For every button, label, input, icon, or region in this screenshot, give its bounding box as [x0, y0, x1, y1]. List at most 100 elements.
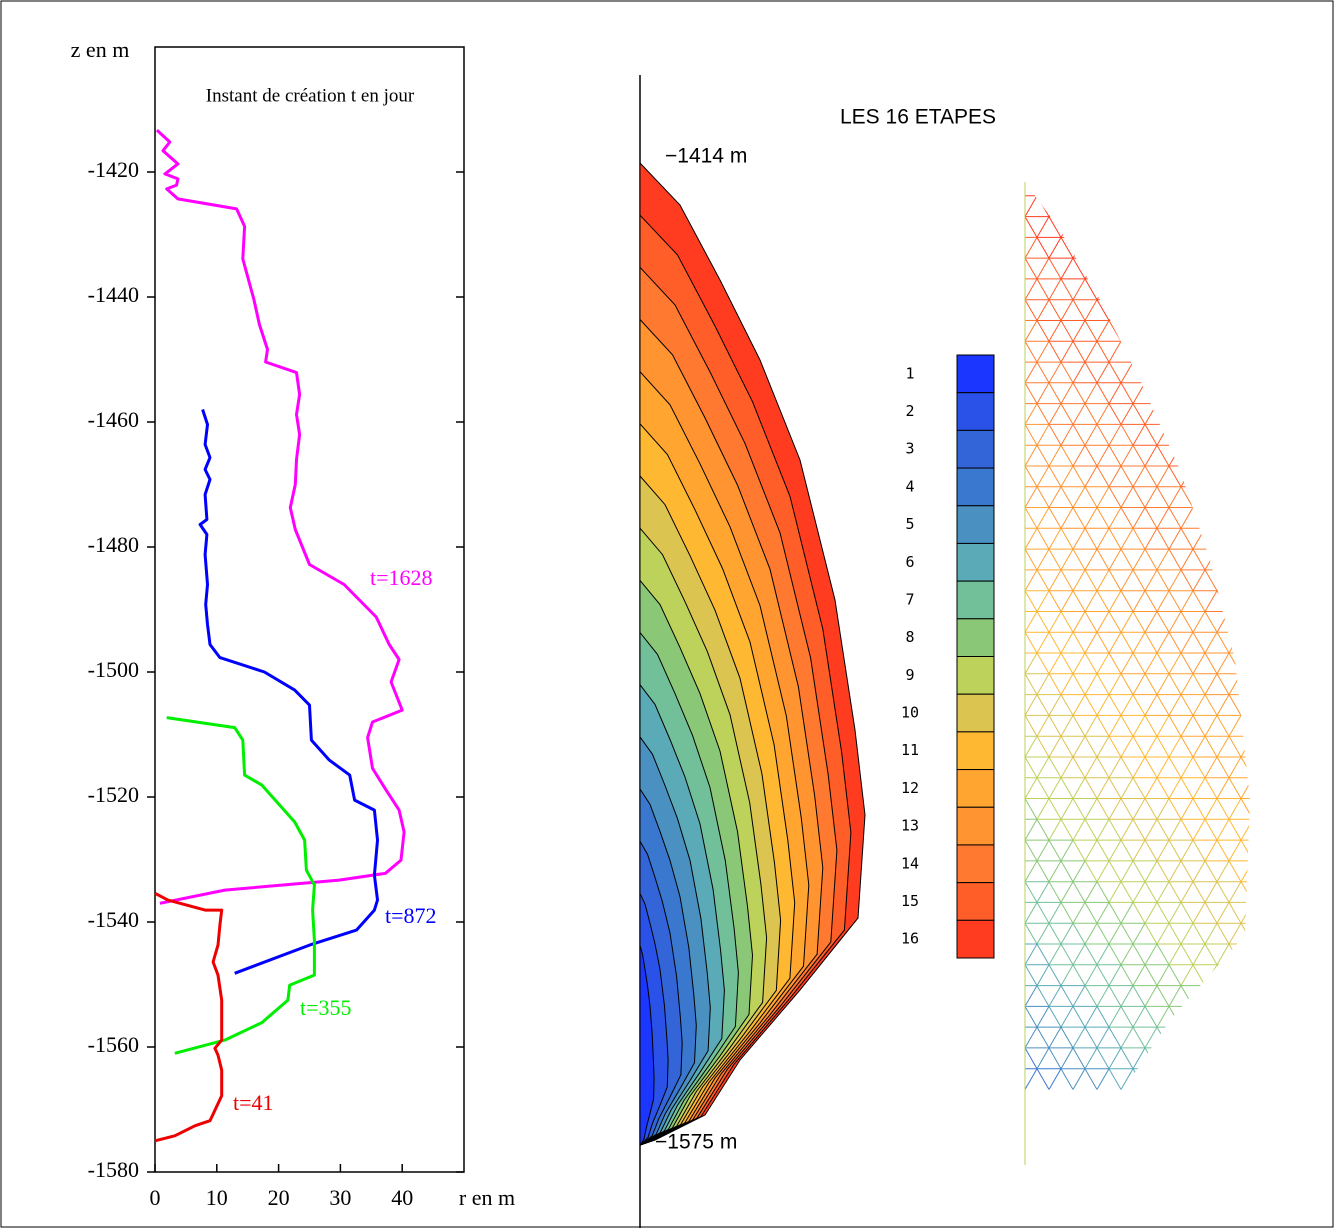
mesh-edge: [1108, 611, 1122, 633]
y-axis-label: z en m: [71, 37, 130, 62]
mesh-edge: [1168, 673, 1182, 695]
mesh-edge: [1036, 631, 1050, 654]
mesh-edge: [1132, 943, 1146, 966]
mesh-edge: [1108, 881, 1122, 903]
mesh-edge: [1060, 715, 1074, 737]
mesh-edge: [1120, 382, 1134, 404]
mesh-edge: [1096, 964, 1110, 986]
mesh-edge: [1072, 548, 1086, 571]
mesh-edge: [1156, 798, 1170, 820]
mesh-edge: [1120, 860, 1134, 882]
mesh-edge: [1156, 507, 1170, 529]
mesh-edge: [1084, 528, 1098, 550]
mesh-edge: [1108, 486, 1122, 508]
mesh-edge: [1204, 881, 1218, 903]
mesh-edge: [1025, 652, 1038, 675]
plot-box: [154, 46, 465, 1173]
mesh-edge: [1060, 403, 1074, 425]
mesh-edge: [1048, 922, 1062, 945]
mesh-edge: [1096, 839, 1110, 862]
legend-label: 4: [905, 477, 914, 495]
mesh-edge: [1036, 902, 1050, 924]
mesh-edge: [1132, 756, 1146, 778]
mesh-edge: [1180, 798, 1194, 820]
mesh-edge: [1072, 922, 1086, 945]
mesh-edge: [1048, 382, 1062, 404]
mesh-edge: [1048, 756, 1062, 778]
mesh-edge: [1084, 964, 1098, 986]
mesh-edge: [1120, 361, 1134, 384]
mesh-edge: [1036, 1006, 1050, 1028]
mesh-edge: [1216, 860, 1230, 882]
mesh-edge: [1072, 590, 1086, 612]
mesh-edge: [1156, 528, 1170, 550]
mesh-edge: [1060, 756, 1074, 778]
mesh-edge: [1156, 715, 1170, 737]
mesh-edge: [1120, 839, 1134, 862]
x-tick-label: 30: [329, 1185, 351, 1210]
mesh-edge: [1060, 1047, 1074, 1069]
mesh-edge: [1192, 569, 1206, 591]
mesh-edge: [1084, 881, 1098, 903]
mesh-edge: [1120, 673, 1134, 695]
mesh-edge: [1192, 777, 1206, 799]
mesh-edge: [1120, 631, 1134, 654]
mesh-edge: [1084, 1006, 1098, 1028]
mesh-edge: [1108, 403, 1122, 425]
mesh-edge: [1180, 652, 1194, 675]
mesh-edge: [1120, 777, 1134, 799]
mesh-edge: [1180, 902, 1194, 924]
mesh-edge: [1132, 819, 1146, 841]
mesh-edge: [1072, 528, 1086, 550]
mesh-edge: [1204, 943, 1218, 966]
mesh-edge: [1156, 756, 1170, 778]
mesh-edge: [1180, 964, 1194, 986]
mesh-edge: [1180, 756, 1194, 778]
mesh-edge: [1084, 756, 1098, 778]
legend-label: 2: [905, 402, 914, 420]
mesh-edge: [1216, 694, 1230, 716]
mesh-edge: [1192, 964, 1206, 986]
mesh-edge: [1180, 548, 1194, 571]
mesh-edge: [1096, 361, 1110, 384]
mesh-edge: [1096, 673, 1110, 695]
mesh-edge: [1156, 444, 1170, 467]
mesh-edge: [1048, 694, 1062, 716]
mesh-edge: [1108, 819, 1122, 841]
mesh-edge: [1084, 922, 1098, 945]
mesh-edge: [1144, 922, 1158, 945]
series-line: [155, 128, 406, 905]
mesh-edge: [1096, 943, 1110, 966]
mesh-edge: [1180, 860, 1194, 882]
mesh-edge: [1072, 839, 1086, 862]
mesh-edge: [1036, 735, 1050, 758]
mesh-edge: [1072, 403, 1086, 425]
mesh-edge: [1096, 1006, 1110, 1028]
mesh-edge: [1072, 881, 1086, 903]
mesh-edge: [1048, 590, 1062, 612]
mesh-edge: [1168, 922, 1182, 945]
mesh-edge: [1036, 548, 1050, 571]
mesh-edge: [1120, 922, 1134, 945]
mesh-edge: [1048, 403, 1062, 425]
mesh-edge: [1204, 590, 1218, 612]
mesh-edge: [1048, 341, 1062, 363]
mesh-edge: [1048, 964, 1062, 986]
mesh-edge: [1025, 590, 1038, 612]
mesh-edge: [1216, 943, 1230, 966]
mesh-edge: [1132, 798, 1146, 820]
mesh-edge: [1216, 881, 1230, 903]
mesh-edge: [1060, 237, 1074, 259]
mesh-edge: [1060, 486, 1074, 508]
mesh-edge: [1168, 590, 1182, 612]
mesh-edge: [1180, 715, 1194, 737]
y-tick-label: -1560: [88, 1032, 139, 1057]
mesh-edge: [1084, 465, 1098, 488]
mesh-edge: [1204, 819, 1218, 841]
mesh-edge: [1072, 798, 1086, 820]
mesh-edge: [1108, 1006, 1122, 1028]
mesh-edge: [1036, 777, 1050, 799]
mesh-edge: [1108, 590, 1122, 612]
legend-swatch: [956, 844, 995, 884]
mesh-edge: [1036, 798, 1050, 820]
